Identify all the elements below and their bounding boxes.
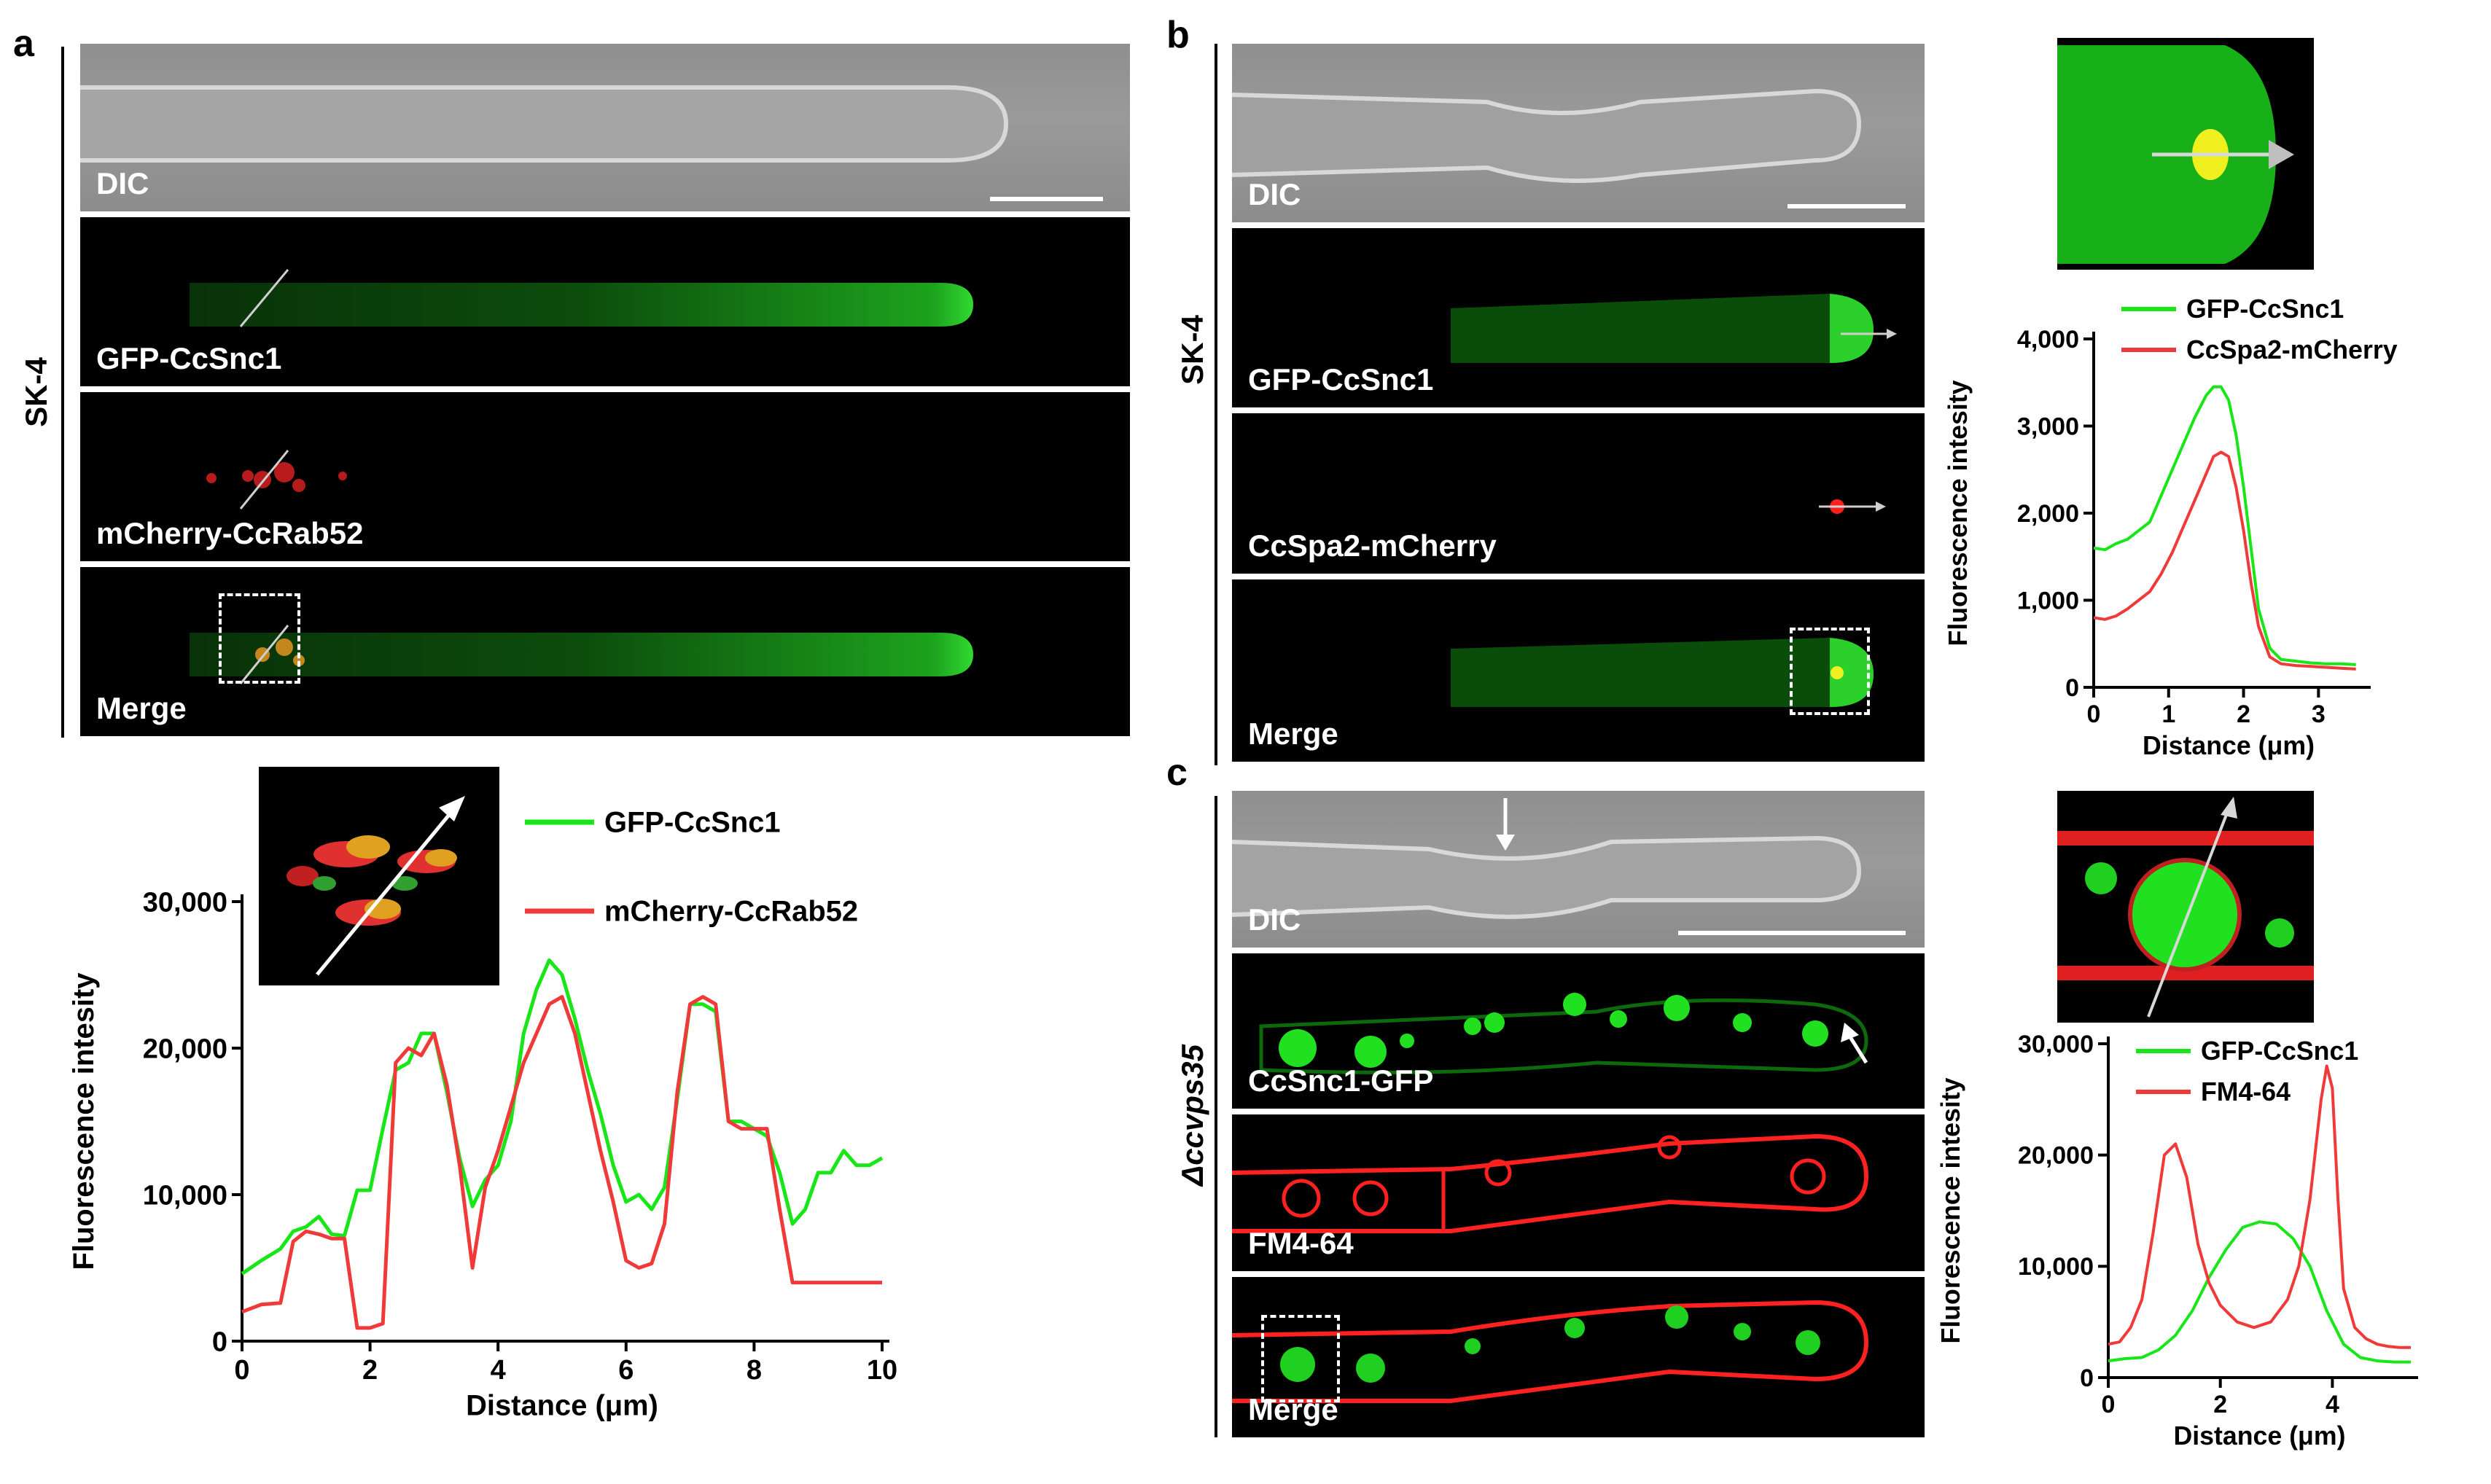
chart-a-x-tick-label: 4 bbox=[491, 1355, 506, 1386]
panel-b-merge-image: Merge bbox=[1232, 579, 1925, 762]
panel-letter-a: a bbox=[13, 23, 34, 65]
chart-c-y-tick-label: 20,000 bbox=[2018, 1142, 2094, 1170]
chart-a-x-tick-label: 6 bbox=[618, 1355, 634, 1386]
panel-a-strain-label: SK-4 bbox=[19, 357, 53, 427]
panel-a-merge-label: Merge bbox=[96, 691, 187, 725]
panel-c-dic-image: DIC bbox=[1232, 791, 1925, 948]
chart-c-legend-label-1: GFP-CcSnc1 bbox=[2201, 1036, 2358, 1066]
chart-c-y-tick-label: 0 bbox=[2080, 1364, 2094, 1392]
panel-a-zoom-box bbox=[219, 593, 300, 684]
chart-a-x-tick-label: 8 bbox=[746, 1355, 762, 1386]
chart-a-x-tick-label: 10 bbox=[867, 1355, 897, 1386]
chart-c-y-tick-label: 30,000 bbox=[2018, 1031, 2094, 1058]
chart-a-legend-label-2: mCherry-CcRab52 bbox=[604, 895, 858, 927]
panel-c-bracket bbox=[1215, 796, 1217, 1437]
panel-b-bracket bbox=[1215, 44, 1217, 765]
chart-a-legend-label-1: GFP-CcSnc1 bbox=[604, 806, 781, 838]
panel-a-inset-image bbox=[259, 767, 499, 985]
panel-letter-b: b bbox=[1166, 14, 1190, 56]
panel-b-zoom-box bbox=[1790, 628, 1870, 715]
chart-c-x-label: Distance (μm) bbox=[2173, 1421, 2345, 1450]
chart-b-plot: 0 1,000 2,000 3,000 4,000 0 1 2 3 Distance (μm) Fl… bbox=[1944, 294, 2398, 760]
chart-b-y-tick-label: 3,000 bbox=[2017, 413, 2079, 440]
chart-c-series-1-line bbox=[2108, 1220, 2411, 1364]
chart-b-series-2-line bbox=[2093, 450, 2356, 671]
panel-a-mcherry-label: mCherry-CcRab52 bbox=[96, 516, 364, 550]
panel-letter-c: c bbox=[1166, 751, 1188, 794]
panel-c-strain-label: Δccvps35 bbox=[1175, 1044, 1209, 1187]
chart-a-y-tick-label: 10,000 bbox=[143, 1180, 227, 1211]
panel-c-dic-label: DIC bbox=[1248, 902, 1301, 937]
panel-b-scale-bar bbox=[1788, 204, 1906, 208]
panel-c-fm464-label: FM4-64 bbox=[1248, 1226, 1354, 1260]
chart-b-y-tick-label: 4,000 bbox=[2017, 326, 2079, 354]
chart-b: 0 1,000 2,000 3,000 4,000 0 1 2 3 Distance (μm) Fl… bbox=[1944, 294, 2398, 760]
panel-c-merge-label: Merge bbox=[1248, 1392, 1338, 1426]
chart-c-y-tick-label: 10,000 bbox=[2018, 1253, 2094, 1281]
chart-a-y-tick-label: 0 bbox=[212, 1327, 227, 1357]
chart-c-series-2-line bbox=[2108, 1064, 2411, 1349]
panel-a-merge-image: Merge bbox=[80, 567, 1130, 736]
panel-a-gfp-image: GFP-CcSnc1 bbox=[80, 217, 1130, 386]
chart-a-plot: 0 10,000 20,000 30,000 0 2 4 6 8 10 Distance (μm) F… bbox=[68, 806, 897, 1421]
chart-b-x-tick-label: 3 bbox=[2312, 700, 2326, 728]
chart-a-x-tick-label: 0 bbox=[234, 1355, 249, 1386]
panel-a-dic-label: DIC bbox=[96, 166, 149, 200]
panel-b-merge-label: Merge bbox=[1248, 716, 1338, 751]
panel-b-gfp-image: GFP-CcSnc1 bbox=[1232, 228, 1925, 407]
chart-b-y-tick-label: 2,000 bbox=[2017, 500, 2079, 528]
chart-c-x-tick-label: 0 bbox=[2102, 1391, 2116, 1418]
chart-c-legend-label-2: FM4-64 bbox=[2201, 1077, 2291, 1106]
chart-b-series-1-line bbox=[2093, 385, 2356, 666]
chart-b-x-tick-label: 2 bbox=[2237, 700, 2250, 728]
panel-a-gfp-label: GFP-CcSnc1 bbox=[96, 341, 282, 375]
panel-c-zoom-box bbox=[1261, 1315, 1340, 1402]
chart-c: 0 10,000 20,000 30,000 0 2 4 Distance (μm) Fluor… bbox=[1939, 1031, 2418, 1450]
chart-a-series-1-line bbox=[241, 958, 884, 1276]
chart-c-x-tick-label: 4 bbox=[2326, 1391, 2339, 1418]
chart-c-x-tick-label: 2 bbox=[2213, 1391, 2227, 1418]
chart-a-x-tick-label: 2 bbox=[362, 1355, 378, 1386]
panel-a-scale-bar bbox=[990, 197, 1103, 201]
chart-a-y-tick-label: 30,000 bbox=[143, 887, 227, 918]
chart-b-legend-label-1: GFP-CcSnc1 bbox=[2186, 294, 2344, 324]
chart-b-legend-label-2: CcSpa2-mCherry bbox=[2186, 335, 2398, 364]
panel-b-gfp-label: GFP-CcSnc1 bbox=[1248, 362, 1434, 397]
panel-c-fm464-image: FM4-64 bbox=[1232, 1114, 1925, 1271]
panel-c-scale-bar bbox=[1678, 931, 1906, 935]
panel-a-mcherry-image: mCherry-CcRab52 bbox=[80, 392, 1130, 561]
chart-a-y-label: Fluorescence intesity bbox=[68, 973, 100, 1270]
chart-b-y-tick-label: 1,000 bbox=[2017, 587, 2079, 614]
panel-b-mcherry-label: CcSpa2-mCherry bbox=[1248, 528, 1497, 563]
chart-b-y-tick-label: 0 bbox=[2065, 674, 2079, 702]
panel-b-strain-label: SK-4 bbox=[1175, 315, 1209, 385]
panel-c-merge-image: Merge bbox=[1232, 1277, 1925, 1437]
panel-a-bracket bbox=[61, 47, 64, 738]
chart-b-y-label: Fluorescence intesity bbox=[1944, 380, 1973, 646]
chart-b-x-tick-label: 0 bbox=[2087, 700, 2101, 728]
chart-a-x-label: Distance (μm) bbox=[466, 1389, 658, 1421]
panel-b-mcherry-image: CcSpa2-mCherry bbox=[1232, 413, 1925, 574]
chart-a: 0 10,000 20,000 30,000 0 2 4 6 8 10 Distance (μm) F… bbox=[68, 806, 897, 1421]
panel-b-dic-image: DIC bbox=[1232, 44, 1925, 222]
panel-b-dic-label: DIC bbox=[1248, 177, 1301, 211]
panel-c-gfp-label: CcSnc1-GFP bbox=[1248, 1063, 1434, 1098]
chart-a-series-2-line bbox=[241, 995, 882, 1330]
chart-b-x-tick-label: 1 bbox=[2161, 700, 2175, 728]
panel-c-inset-image bbox=[2057, 791, 2314, 1023]
chart-a-y-tick-label: 20,000 bbox=[143, 1034, 227, 1064]
panel-b-inset-image bbox=[2057, 38, 2314, 270]
chart-b-x-label: Distance (μm) bbox=[2143, 731, 2315, 760]
panel-a-dic-image: DIC bbox=[80, 44, 1130, 211]
chart-c-plot: 0 10,000 20,000 30,000 0 2 4 Distance (μm) Fluor… bbox=[1939, 1031, 2418, 1450]
panel-c-gfp-image: CcSnc1-GFP bbox=[1232, 953, 1925, 1109]
chart-c-y-label: Fluorescence intesity bbox=[1939, 1077, 1965, 1343]
